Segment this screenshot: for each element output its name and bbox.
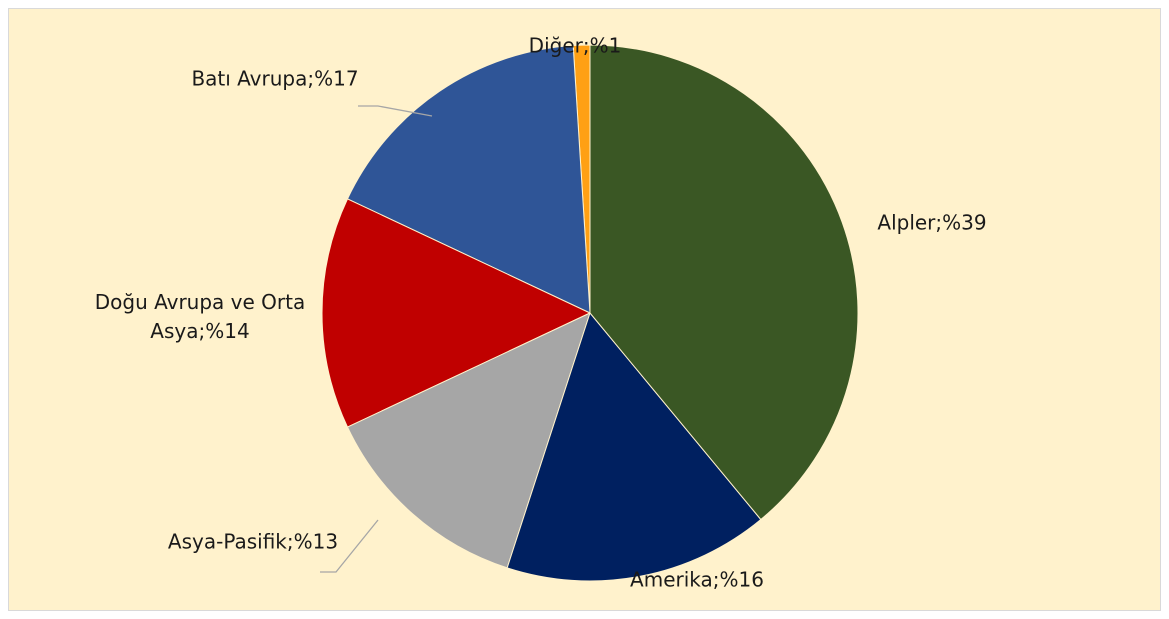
leader-line — [320, 519, 379, 573]
data-label: Batı Avrupa;%17 — [191, 66, 359, 91]
data-label: Doğu Avrupa ve Orta Asya;%14 — [94, 290, 306, 343]
data-label: Amerika;%16 — [630, 567, 764, 592]
pie-slice — [346, 312, 591, 569]
pie-slice — [506, 311, 762, 582]
data-label: Alpler;%39 — [877, 210, 987, 235]
pie-slice — [346, 44, 591, 314]
data-label: Diğer;%1 — [528, 33, 622, 58]
pie-slice — [589, 44, 859, 521]
leader-line — [358, 105, 433, 117]
data-label: Asya-Pasifik;%13 — [167, 529, 339, 554]
pie-slice — [321, 198, 592, 428]
